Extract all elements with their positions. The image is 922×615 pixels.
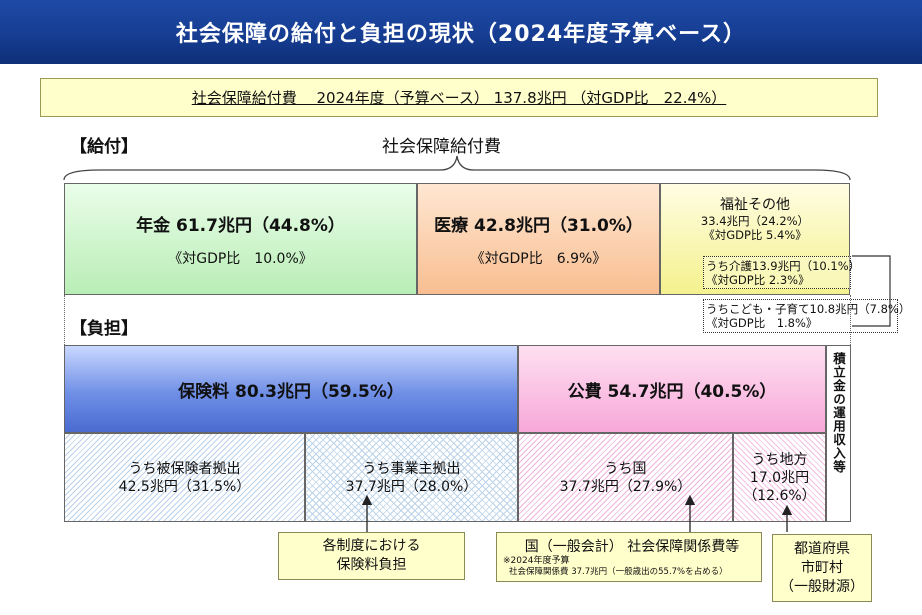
local-note-line1: 都道府県 bbox=[794, 540, 850, 557]
summary-text: 社会保障給付費 2024年度（予算ベース） 137.8兆円 （対GDP比 22.… bbox=[191, 89, 727, 107]
pension-block: 年金 61.7兆円（44.8%） 《対GDP比 10.0%》 bbox=[64, 183, 417, 295]
medical-block: 医療 42.8兆円（31.0%） 《対GDP比 6.9%》 bbox=[417, 183, 660, 295]
insured-contribution-amount: 42.5兆円（31.5%） bbox=[118, 478, 251, 495]
local-note: 都道府県 市町村 （一般財源） bbox=[772, 534, 872, 602]
pension-gdp-ratio: 《対GDP比 10.0%》 bbox=[168, 250, 313, 267]
national-funds-amount: 37.7兆円（27.9%） bbox=[559, 478, 692, 495]
public-funds-block: 公費 54.7兆円（40.5%） bbox=[518, 345, 826, 433]
employer-contribution-label: うち事業主拠出 bbox=[362, 460, 461, 477]
welfare-child-box: うちこども・子育て10.8兆円（7.8%） 《対GDP比 1.8%》 bbox=[703, 299, 911, 333]
welfare-care-amount: うち介護13.9兆円（10.1%） bbox=[706, 259, 861, 273]
burden-section-label: 【負担】 bbox=[70, 319, 138, 339]
national-funds-block: うち国 37.7兆円（27.9%） bbox=[518, 433, 733, 522]
national-note: 国（一般会計） 社会保障関係費等 ※2024年度予算 社会保障関係費 37.7兆… bbox=[496, 532, 762, 582]
medical-amount: 医療 42.8兆円（31.0%） bbox=[434, 215, 643, 236]
public-funds-amount: 公費 54.7兆円（40.5%） bbox=[567, 381, 777, 402]
medical-gdp-ratio: 《対GDP比 6.9%》 bbox=[470, 250, 607, 267]
connector-left bbox=[64, 295, 65, 345]
insurance-block: 保険料 80.3兆円（59.5%） bbox=[64, 345, 518, 433]
national-note-sub1: ※2024年度予算 bbox=[503, 556, 570, 566]
connector-right bbox=[850, 295, 851, 345]
benefits-total-label: 社会保障給付費 bbox=[382, 137, 501, 157]
insurance-amount: 保険料 80.3兆円（59.5%） bbox=[178, 381, 404, 402]
welfare-bracket bbox=[852, 255, 891, 327]
welfare-care-box: うち介護13.9兆円（10.1%） 《対GDP比 2.3%》 bbox=[703, 256, 861, 289]
national-note-title: 国（一般会計） 社会保障関係費等 bbox=[524, 539, 740, 555]
insured-contribution-label: うち被保険者拠出 bbox=[128, 460, 241, 477]
welfare-block: 福祉その他 33.4兆円（24.2%） 《対GDP比 5.4%》 bbox=[660, 183, 850, 295]
employer-contribution-block: うち事業主拠出 37.7兆円（28.0%） bbox=[305, 433, 518, 522]
welfare-gdp-ratio: 《対GDP比 5.4%》 bbox=[703, 228, 807, 242]
national-note-sub2: 社会保障関係費 37.7兆円（一般歳出の55.7%を占める） bbox=[509, 567, 728, 577]
local-funds-block: うち地方 17.0兆円 （12.6%） bbox=[733, 433, 826, 522]
insurance-note-line1: 各制度における bbox=[322, 538, 421, 554]
welfare-care-gdp: 《対GDP比 2.3%》 bbox=[706, 273, 810, 287]
reserve-income-block: 積立金の運用収入等 bbox=[826, 345, 851, 522]
page-title: 社会保障の給付と負担の現状（2024年度予算ベース） bbox=[0, 0, 922, 64]
national-funds-label: うち国 bbox=[604, 460, 647, 477]
insurance-note: 各制度における 保険料負担 bbox=[278, 532, 465, 580]
welfare-title: 福祉その他 bbox=[720, 197, 790, 213]
pension-amount: 年金 61.7兆円（44.8%） bbox=[136, 215, 345, 236]
insured-contribution-block: うち被保険者拠出 42.5兆円（31.5%） bbox=[64, 433, 305, 522]
local-note-line3: （一般財源） bbox=[780, 578, 864, 595]
local-funds-label: うち地方 bbox=[751, 451, 808, 468]
welfare-child-gdp: 《対GDP比 1.8%》 bbox=[706, 316, 818, 330]
benefits-brace bbox=[63, 155, 851, 181]
local-funds-amount: 17.0兆円 bbox=[749, 469, 810, 486]
welfare-amount: 33.4兆円（24.2%） bbox=[700, 214, 810, 228]
benefits-section-label: 【給付】 bbox=[70, 137, 138, 157]
summary-banner: 社会保障給付費 2024年度（予算ベース） 137.8兆円 （対GDP比 22.… bbox=[40, 78, 878, 117]
welfare-child-amount: うちこども・子育て10.8兆円（7.8%） bbox=[706, 302, 911, 316]
employer-contribution-amount: 37.7兆円（28.0%） bbox=[345, 478, 478, 495]
insurance-note-line2: 保険料負担 bbox=[336, 557, 407, 573]
local-funds-share: （12.6%） bbox=[743, 487, 816, 504]
local-note-line2: 市町村 bbox=[801, 559, 843, 576]
